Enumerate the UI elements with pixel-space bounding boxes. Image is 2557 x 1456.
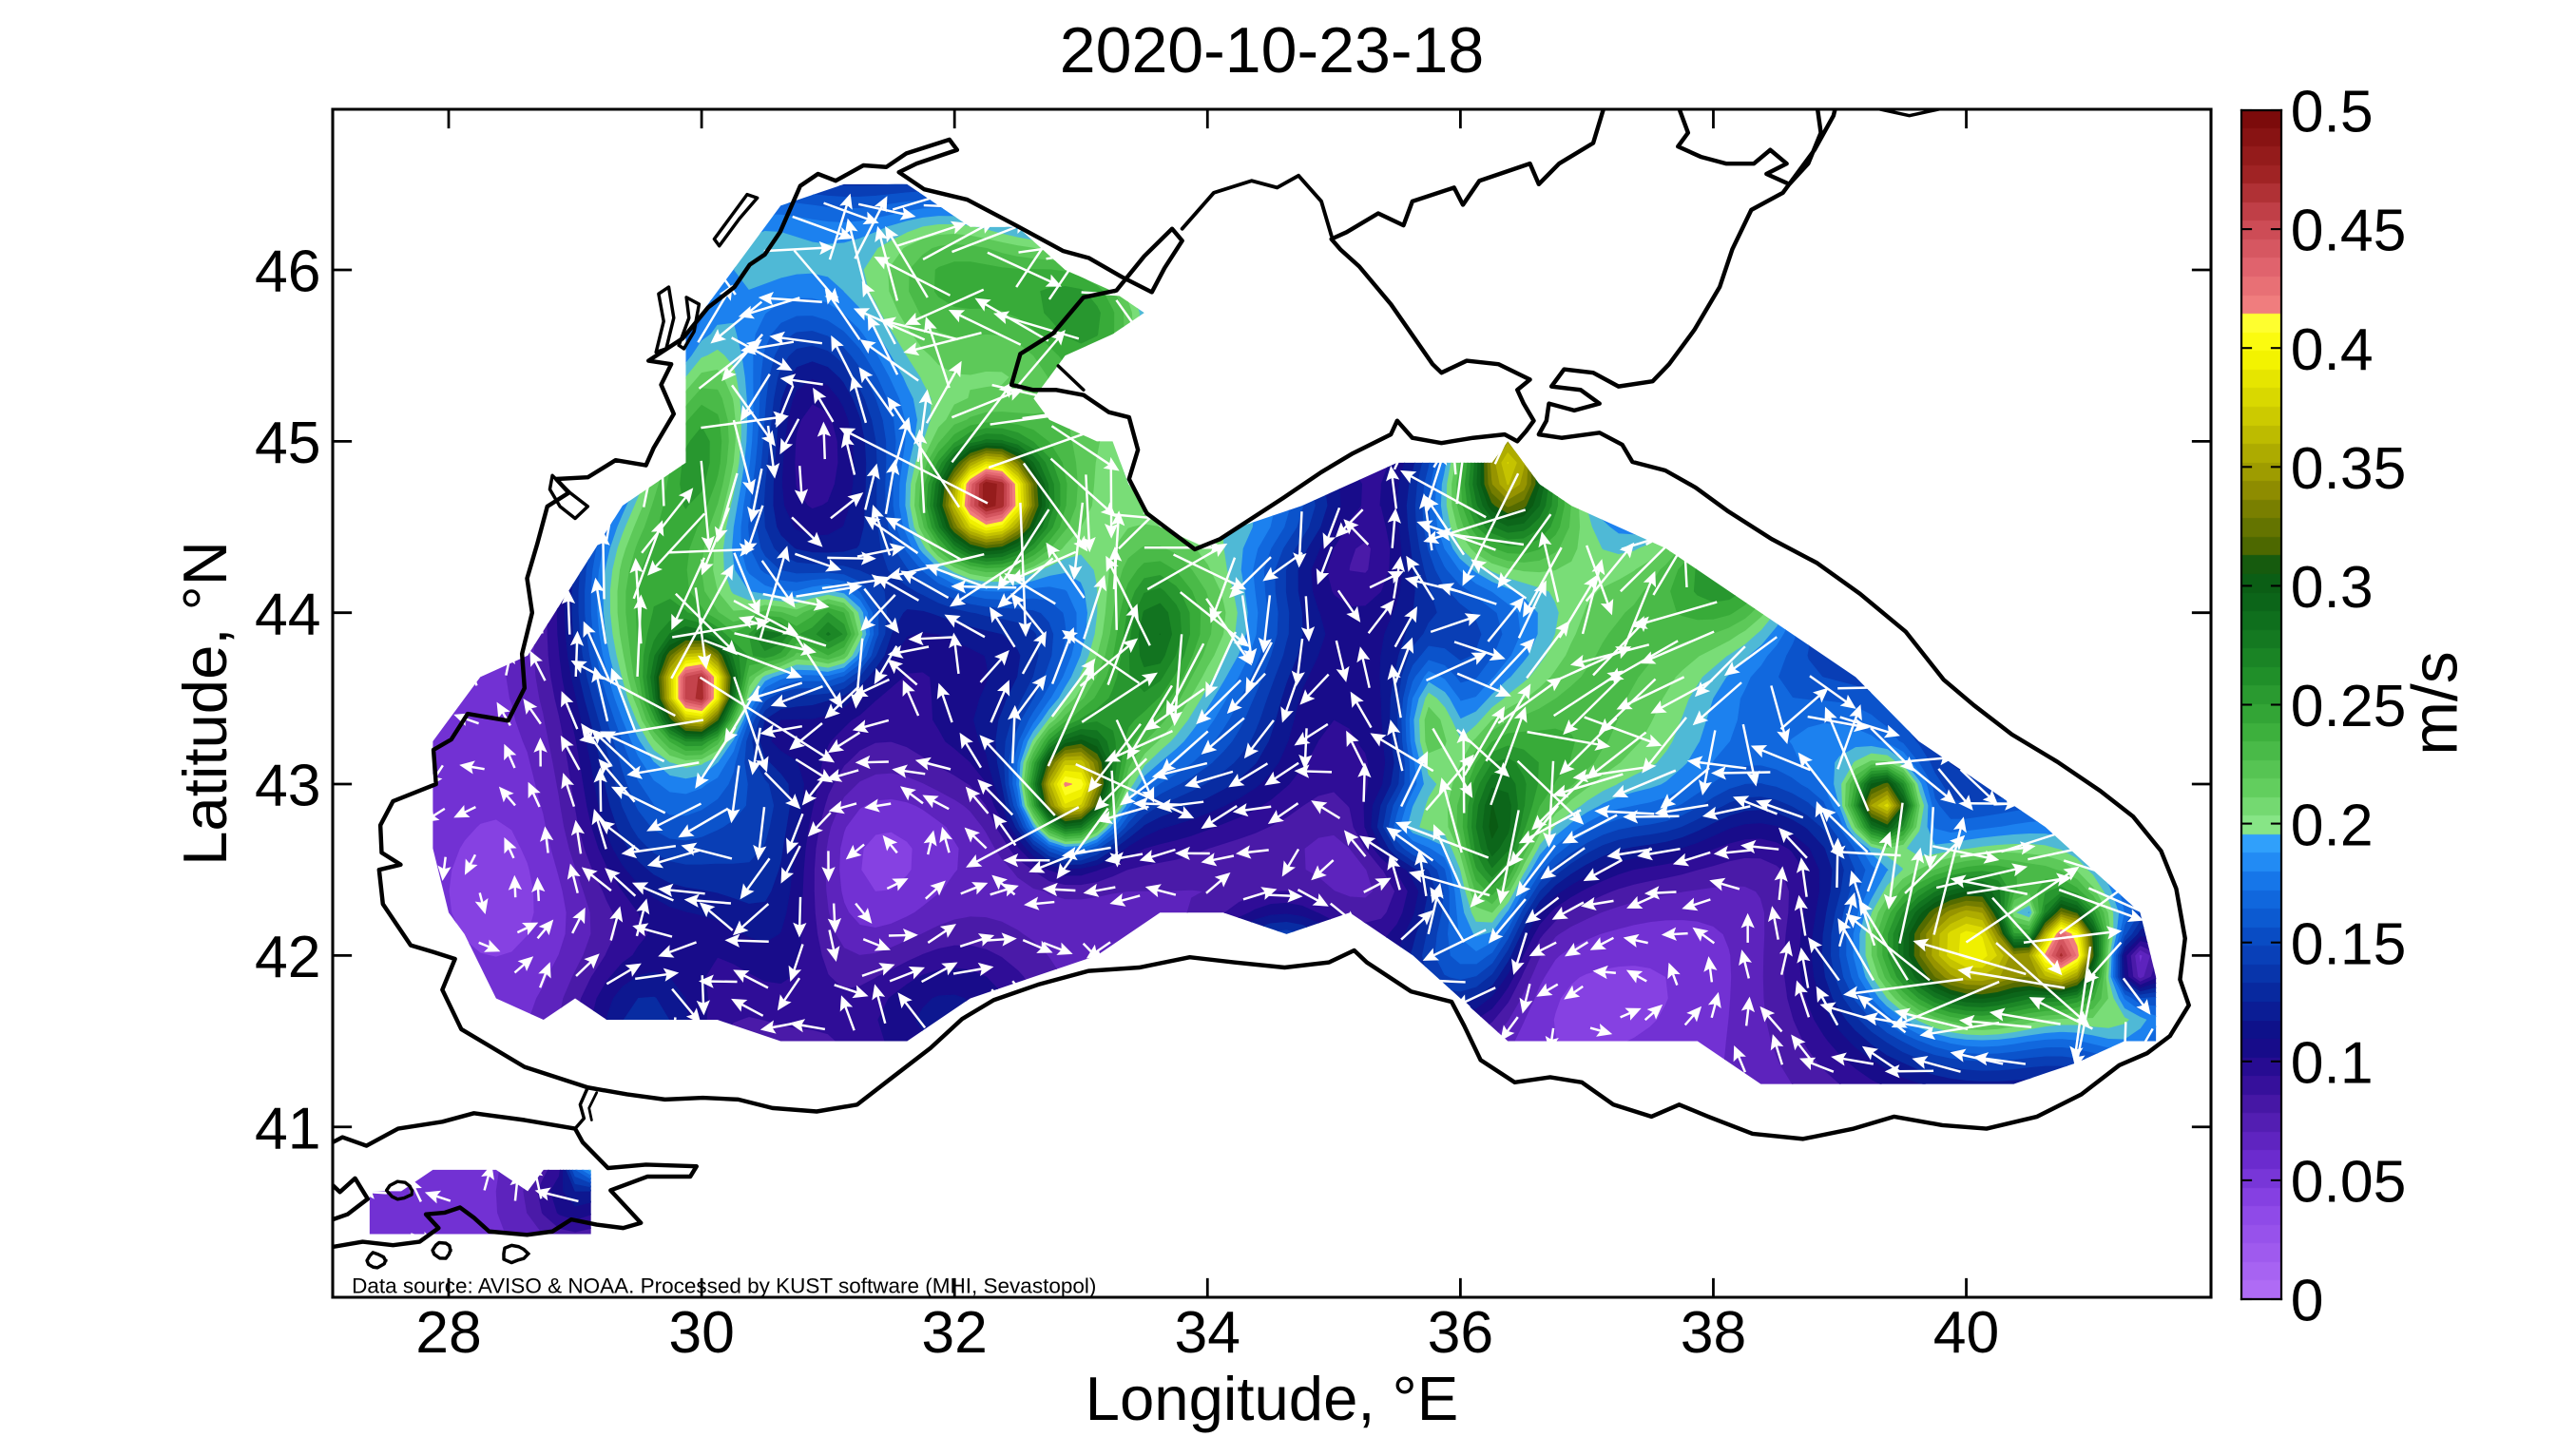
svg-text:38: 38 — [1681, 1299, 1747, 1366]
svg-text:Data source: AVISO & NOAA. Pro: Data source: AVISO & NOAA. Processed by … — [352, 1274, 1096, 1298]
svg-text:36: 36 — [1428, 1299, 1494, 1366]
svg-text:43: 43 — [255, 753, 321, 819]
svg-text:0.1: 0.1 — [2291, 1029, 2374, 1096]
svg-text:m/s: m/s — [2399, 651, 2471, 756]
svg-text:2020-10-23-18: 2020-10-23-18 — [1060, 14, 1484, 86]
svg-text:46: 46 — [255, 239, 321, 305]
svg-text:0.3: 0.3 — [2291, 554, 2374, 621]
svg-text:Latitude, °N: Latitude, °N — [170, 541, 240, 866]
svg-text:0: 0 — [2291, 1268, 2324, 1334]
svg-text:0.5: 0.5 — [2291, 79, 2374, 145]
svg-text:32: 32 — [921, 1299, 988, 1366]
svg-text:44: 44 — [255, 581, 321, 647]
svg-text:Longitude, °E: Longitude, °E — [1086, 1364, 1459, 1433]
svg-text:0.2: 0.2 — [2291, 792, 2374, 858]
svg-text:0.05: 0.05 — [2291, 1149, 2407, 1216]
svg-text:41: 41 — [255, 1095, 321, 1161]
svg-text:0.35: 0.35 — [2291, 435, 2407, 502]
svg-text:0.15: 0.15 — [2291, 910, 2407, 977]
svg-text:40: 40 — [1933, 1299, 2000, 1366]
svg-text:45: 45 — [255, 410, 321, 476]
svg-text:0.45: 0.45 — [2291, 198, 2407, 264]
svg-text:30: 30 — [668, 1299, 735, 1366]
svg-text:34: 34 — [1175, 1299, 1241, 1366]
svg-text:0.25: 0.25 — [2291, 673, 2407, 739]
svg-text:0.4: 0.4 — [2291, 316, 2374, 383]
svg-text:42: 42 — [255, 924, 321, 990]
svg-text:28: 28 — [415, 1299, 482, 1366]
